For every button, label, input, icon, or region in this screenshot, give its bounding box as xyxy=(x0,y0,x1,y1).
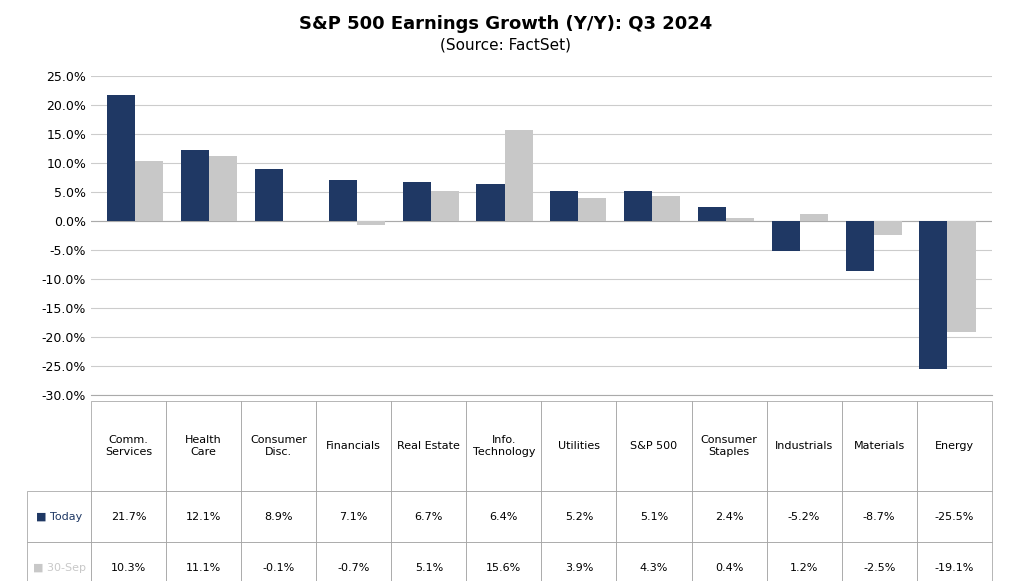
Bar xyxy=(624,191,651,221)
Bar xyxy=(504,130,532,221)
Bar xyxy=(577,198,606,221)
Bar xyxy=(402,182,431,221)
Text: (Source: FactSet): (Source: FactSet) xyxy=(440,38,571,53)
Bar xyxy=(651,196,679,221)
Bar xyxy=(872,221,901,235)
Bar xyxy=(725,218,753,221)
Bar xyxy=(771,221,799,251)
Bar xyxy=(255,169,283,221)
Bar xyxy=(329,180,357,221)
Bar xyxy=(357,221,384,225)
Bar xyxy=(107,95,135,221)
Bar xyxy=(135,161,163,221)
Bar xyxy=(476,184,504,221)
Text: S&P 500 Earnings Growth (Y/Y): Q3 2024: S&P 500 Earnings Growth (Y/Y): Q3 2024 xyxy=(299,15,712,33)
Bar xyxy=(431,191,458,221)
Bar xyxy=(209,156,237,221)
Bar xyxy=(845,221,872,271)
Bar xyxy=(698,207,725,221)
Bar xyxy=(919,221,946,369)
Bar xyxy=(946,221,975,332)
Bar xyxy=(550,191,577,221)
Bar xyxy=(799,214,827,221)
Bar xyxy=(181,150,209,221)
